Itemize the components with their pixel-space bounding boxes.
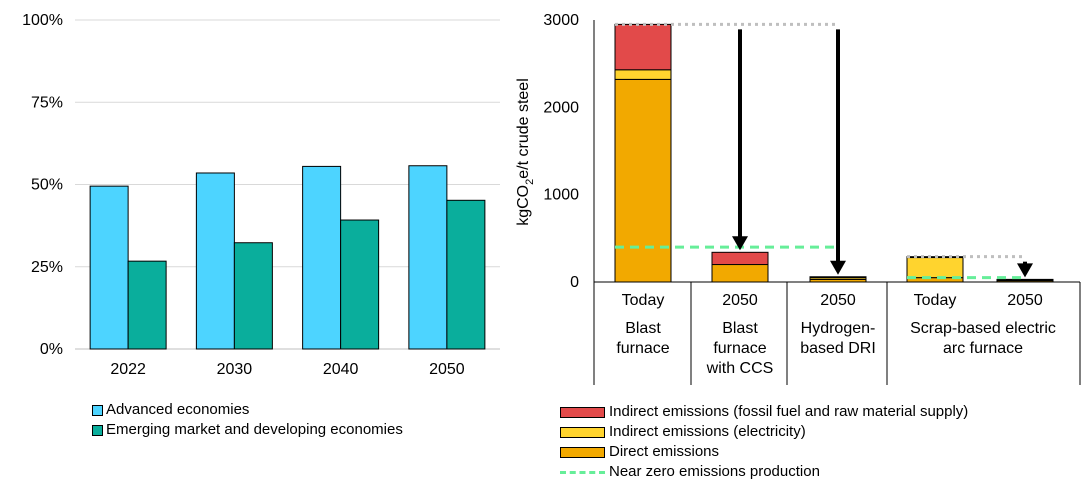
group-label: based DRI: [800, 340, 876, 357]
category-label: Today: [914, 292, 957, 309]
bar-segment: [614, 23, 672, 71]
y-tick-label: 50%: [31, 177, 63, 194]
bar: [127, 260, 167, 350]
y-tick-label: 100%: [22, 12, 63, 29]
category-label: 2050: [722, 292, 758, 309]
legend-item-indirect-electricity: Indirect emissions (electricity): [560, 422, 968, 442]
legend-item-near-zero: Near zero emissions production: [560, 462, 968, 482]
emissions-chart: kgCO2e/t crude steel 0 1000 2000 3000 Today 20…: [515, 12, 1081, 385]
bar-segment: [614, 78, 672, 283]
category-label: 2050: [1007, 292, 1043, 309]
legend-swatch: [560, 406, 605, 418]
group-label: furnace: [616, 340, 669, 357]
legend-label: Indirect emissions (fossil fuel and raw …: [609, 403, 969, 420]
y-tick-label: 3000: [543, 12, 579, 29]
bar-segment: [906, 257, 964, 279]
legend-label: Advanced economies: [106, 401, 250, 418]
legend-swatch: [92, 424, 103, 436]
bar: [340, 219, 380, 350]
y-axis-title: kgCO2e/t crude steel: [515, 78, 536, 226]
bar: [302, 165, 342, 350]
group-label: Blast: [625, 320, 661, 337]
legend-swatch: [560, 470, 605, 474]
legend-label: Emerging market and developing economies: [106, 421, 403, 438]
legend-label: Direct emissions: [609, 443, 720, 460]
category-label: Today: [622, 292, 665, 309]
legend-swatch: [560, 446, 605, 458]
legend-item-advanced: Advanced economies: [92, 400, 403, 420]
category-label: 2050: [820, 292, 856, 309]
bar-segment: [809, 276, 867, 279]
arrow-head: [1017, 263, 1033, 278]
legend-swatch: [92, 404, 103, 416]
reduction-arrow: [830, 29, 846, 275]
bar: [408, 165, 448, 350]
share-chart: 0% 25% 50% 75% 100% 2022 2030 2040 2050: [22, 12, 500, 378]
legend-label: Indirect emissions (electricity): [609, 423, 806, 440]
reduction-arrow: [1017, 261, 1033, 278]
arrow-head: [732, 236, 748, 251]
bar: [89, 185, 129, 350]
y-tick-label: 2000: [543, 99, 579, 116]
bar-segment: [711, 264, 769, 283]
legend-right: Indirect emissions (fossil fuel and raw …: [560, 402, 968, 482]
legend-swatch: [560, 426, 605, 438]
bar-segment: [996, 278, 1054, 281]
x-tick-label: 2050: [429, 361, 465, 378]
group-label: with CCS: [706, 360, 774, 377]
arrow-head: [830, 260, 846, 275]
x-tick-label: 2040: [323, 361, 359, 378]
bar-segment: [614, 69, 672, 80]
group-label: arc furnace: [943, 340, 1023, 357]
legend-item-emerging: Emerging market and developing economies: [92, 420, 403, 440]
bar: [446, 199, 486, 350]
group-label: Scrap-based electric: [910, 320, 1056, 337]
legend-item-direct: Direct emissions: [560, 442, 968, 462]
y-tick-label: 75%: [31, 94, 63, 111]
reduction-arrow: [732, 29, 748, 251]
y-tick-label: 1000: [543, 187, 579, 204]
y-tick-label: 0%: [40, 341, 63, 358]
bar: [233, 242, 273, 350]
x-tick-label: 2030: [217, 361, 253, 378]
legend-left: Advanced economies Emerging market and d…: [92, 400, 403, 440]
y-tick-label: 0: [570, 274, 579, 291]
legend-item-indirect-fossil: Indirect emissions (fossil fuel and raw …: [560, 402, 968, 422]
group-label: Hydrogen-: [801, 320, 876, 337]
legend-label: Near zero emissions production: [609, 463, 820, 480]
bar: [195, 172, 235, 350]
group-label: furnace: [713, 340, 766, 357]
x-tick-label: 2022: [110, 361, 146, 378]
bar-segment: [711, 251, 769, 266]
group-label: Blast: [722, 320, 758, 337]
y-tick-label: 25%: [31, 259, 63, 276]
